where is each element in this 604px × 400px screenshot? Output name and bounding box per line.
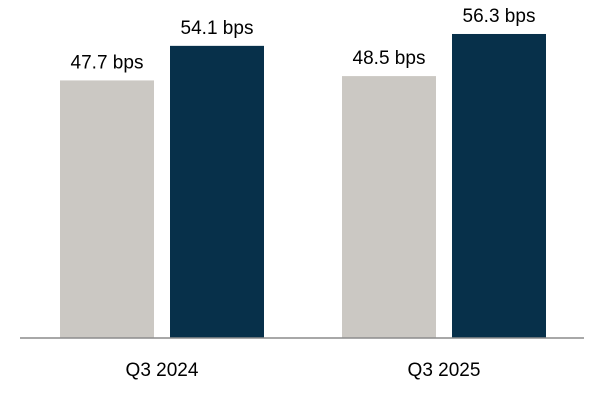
x-tick-label-1: Q3 2025 — [408, 360, 481, 381]
bar-series-0-category-1 — [342, 76, 436, 338]
x-tick-label-0: Q3 2024 — [126, 360, 199, 381]
data-label-series-0-category-0: 47.7 bps — [71, 52, 144, 73]
data-label-series-1-category-0: 54.1 bps — [181, 18, 254, 39]
x-tick-labels-layer: Q3 2024 Q3 2025 — [126, 360, 481, 381]
bar-series-1-category-1 — [452, 33, 546, 338]
bars-layer — [60, 33, 546, 339]
bar-series-0-category-0 — [60, 80, 154, 339]
data-label-series-0-category-1: 48.5 bps — [353, 48, 426, 69]
bar-series-1-category-0 — [170, 45, 264, 339]
bar-labels-layer: 47.7 bps 54.1 bps 48.5 bps 56.3 bps — [71, 6, 536, 73]
data-label-series-1-category-1: 56.3 bps — [463, 6, 536, 27]
